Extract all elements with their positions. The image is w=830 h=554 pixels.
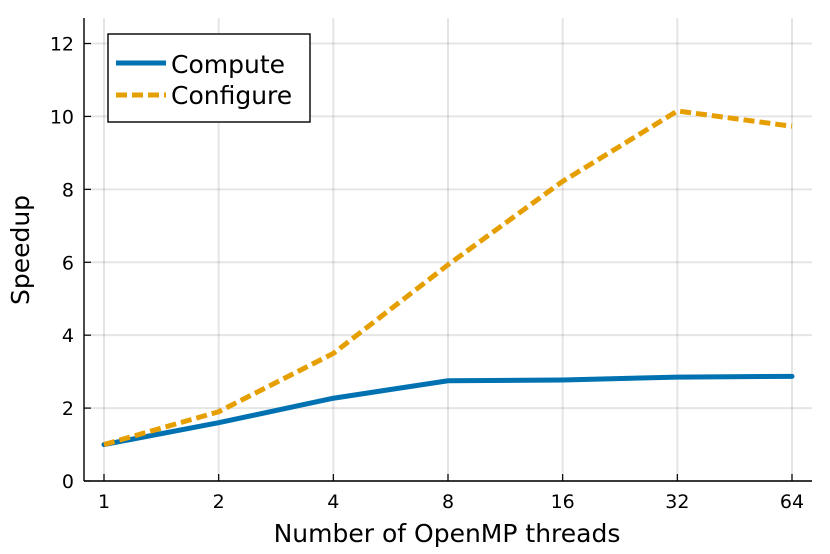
- y-tick-label: 4: [62, 325, 74, 347]
- y-tick-label: 8: [62, 179, 74, 201]
- legend: Compute Configure: [107, 33, 311, 123]
- x-tick-label: 64: [780, 491, 804, 513]
- series-lines: [101, 108, 795, 448]
- axes: [83, 18, 812, 482]
- grid-lines: [84, 18, 812, 482]
- y-tick-label: 10: [50, 106, 74, 128]
- x-tick-label: 4: [327, 491, 339, 513]
- x-tick-label: 1: [98, 491, 110, 513]
- x-tick-label: 16: [551, 491, 575, 513]
- y-tick-label: 6: [62, 252, 74, 274]
- x-tick-label: 32: [665, 491, 689, 513]
- legend-box: [107, 33, 311, 123]
- y-tick-label: 0: [62, 471, 74, 493]
- y-tick-label: 2: [62, 398, 74, 420]
- x-axis-title: Number of OpenMP threads: [274, 519, 621, 548]
- x-tick-label: 8: [442, 491, 454, 513]
- series-line-compute: [101, 373, 795, 448]
- y-axis-title: Speedup: [6, 195, 35, 305]
- y-tick-label: 12: [50, 34, 74, 56]
- legend-label-configure: Configure: [171, 81, 292, 110]
- legend-label-compute: Compute: [171, 50, 285, 79]
- x-tick-label: 2: [213, 491, 225, 513]
- series-line-configure: [103, 108, 793, 447]
